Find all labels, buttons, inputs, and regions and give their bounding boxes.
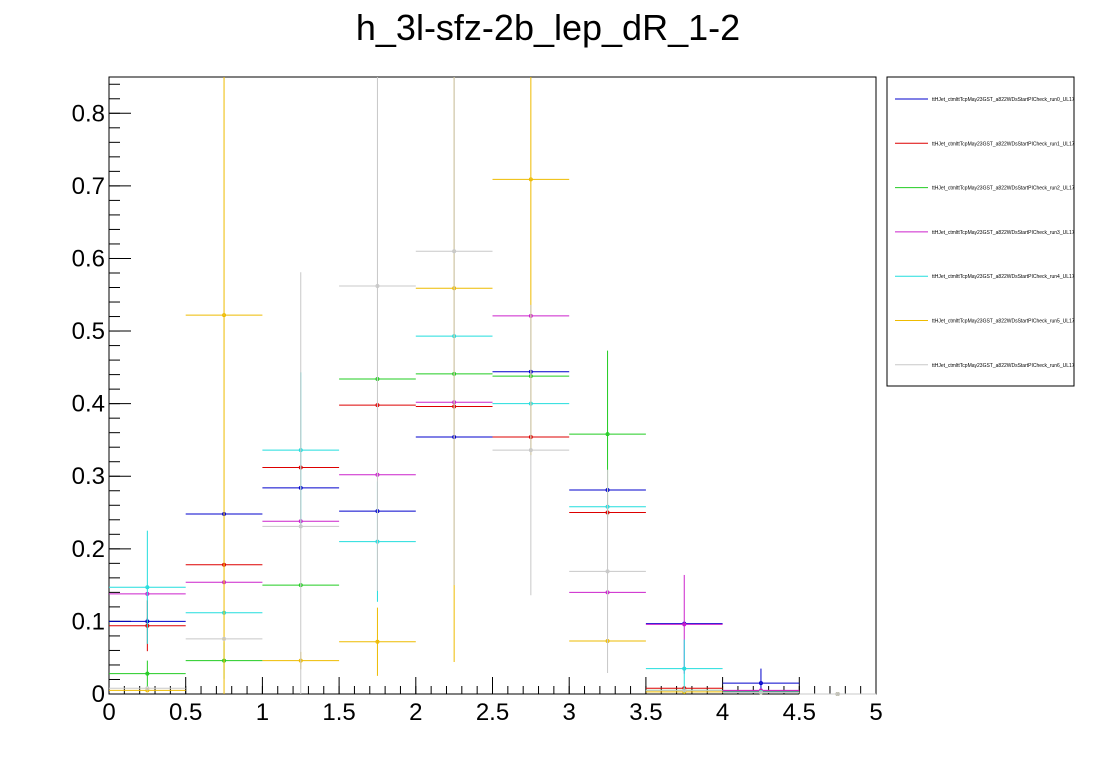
data-point <box>145 686 150 691</box>
data-point <box>605 432 610 437</box>
x-tick-label: 0.5 <box>169 699 202 726</box>
series-6 <box>109 77 876 696</box>
data-point <box>222 313 227 318</box>
x-tick-label: 1.5 <box>322 699 355 726</box>
y-tick-label: 0.7 <box>72 173 105 200</box>
x-tick-label: 4.5 <box>783 699 816 726</box>
y-tick-label: 0.6 <box>72 245 105 272</box>
data-point <box>682 622 687 627</box>
y-tick-label: 0.5 <box>72 318 105 345</box>
legend-entry: ttHJet_ctmlttTcpMay23GST_a822WDsStartPIC… <box>932 141 1075 147</box>
x-tick-label: 1 <box>256 699 269 726</box>
series-5 <box>109 77 876 696</box>
legend-entry: ttHJet_ctmlttTcpMay23GST_a822WDsStartPIC… <box>932 230 1075 236</box>
data-point <box>145 688 150 693</box>
data-point <box>605 569 610 574</box>
data-point <box>145 585 150 590</box>
data-point <box>375 284 380 289</box>
x-tick-label: 5 <box>869 699 882 726</box>
legend-entry: ttHJet_ctmlttTcpMay23GST_a822WDsStartPIC… <box>932 97 1075 103</box>
data-point <box>682 666 687 671</box>
x-tick-label: 3.5 <box>629 699 662 726</box>
y-tick-label: 0.4 <box>72 391 105 418</box>
legend-entry: ttHJet_ctmlttTcpMay23GST_a822WDsStartPIC… <box>932 186 1075 192</box>
x-tick-label: 0 <box>102 699 115 726</box>
data-point <box>758 690 763 695</box>
chart-title: h_3l-sfz-2b_lep_dR_1-2 <box>356 7 740 48</box>
data-point <box>375 639 380 644</box>
y-tick-label: 0.1 <box>72 608 105 635</box>
x-tick-label: 4 <box>716 699 729 726</box>
data-point <box>145 671 150 676</box>
axes: 0 0.5 1 1.5 2 2.5 3 3.5 4 4.5 5 0 0.1 0.2 0.3 0.4 0.5 0.6… <box>72 83 883 726</box>
x-tick-label: 3 <box>563 699 576 726</box>
y-tick-label: 0.3 <box>72 463 105 490</box>
legend: ttHJet_ctmlttTcpMay23GST_a822WDsStartPIC… <box>886 76 1075 387</box>
data-point <box>758 681 763 686</box>
data-point <box>682 688 687 693</box>
data-point <box>298 524 303 529</box>
legend-entry: ttHJet_ctmlttTcpMay23GST_a822WDsStartPIC… <box>932 319 1075 325</box>
data-point <box>835 692 840 696</box>
x-tick-label: 2 <box>409 699 422 726</box>
data-point <box>528 448 533 453</box>
data-point <box>452 249 457 254</box>
series-layer <box>109 77 876 696</box>
data-point <box>222 636 227 641</box>
x-tick-label: 2.5 <box>476 699 509 726</box>
legend-entry: ttHJet_ctmlttTcpMay23GST_a822WDsStartPIC… <box>932 274 1075 280</box>
data-point <box>528 177 533 182</box>
y-tick-label: 0 <box>92 681 105 708</box>
y-tick-label: 0.2 <box>72 536 105 563</box>
y-tick-label: 0.8 <box>72 100 105 127</box>
legend-entry: ttHJet_ctmlttTcpMay23GST_a822WDsStartPIC… <box>932 363 1075 369</box>
